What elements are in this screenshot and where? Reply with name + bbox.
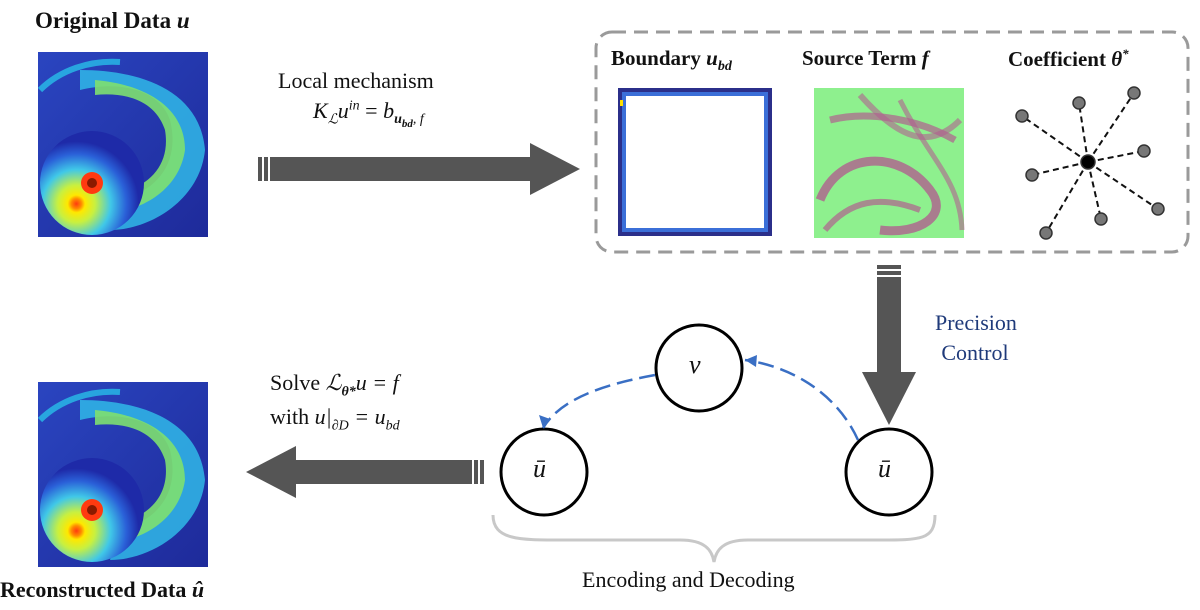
original-data-title: Original Data u: [35, 8, 190, 33]
local-mechanism-equation: Kℒuin = bubd, f: [313, 98, 424, 131]
arrow-solve: [246, 446, 484, 498]
node-ubar-left-label: ū: [533, 454, 546, 483]
local-mechanism-label: Local mechanism: [278, 68, 434, 93]
node-ubar-right-label: ū: [878, 454, 891, 483]
arrow-precision-control: [862, 265, 916, 425]
solve-equation-line1: Solve ℒθ*u = f: [270, 370, 399, 400]
mechanism-panel-border: [594, 30, 1190, 254]
coefficient-graph: [1021, 92, 1159, 234]
source-term-image: [814, 88, 965, 238]
solve-equation-line2: with u|∂D = ubd: [270, 404, 400, 434]
encoding-brace: [491, 514, 937, 563]
encoding-arc: [744, 358, 860, 441]
decoding-arc: [541, 373, 656, 429]
boundary-title: Boundary ubd: [611, 46, 732, 75]
reconstructed-data-title: Reconstructed Data û: [0, 577, 205, 602]
node-ubar-right-circle: [844, 427, 934, 517]
encoding-decoding-label: Encoding and Decoding: [582, 567, 795, 592]
original-data-image: [37, 52, 208, 237]
coefficient-nodes: [1015, 86, 1165, 240]
precision-control-label: Precision Control: [935, 310, 1017, 365]
arrow-local-mechanism: [258, 143, 580, 195]
node-v-label: v: [689, 350, 701, 379]
node-v-circle: [654, 323, 744, 413]
boundary-image: [618, 88, 772, 236]
node-ubar-left-circle: [499, 427, 589, 517]
coefficient-title: Coefficient θ*: [1008, 46, 1129, 71]
reconstructed-data-image: [37, 382, 208, 567]
source-term-title: Source Term f: [802, 46, 929, 70]
